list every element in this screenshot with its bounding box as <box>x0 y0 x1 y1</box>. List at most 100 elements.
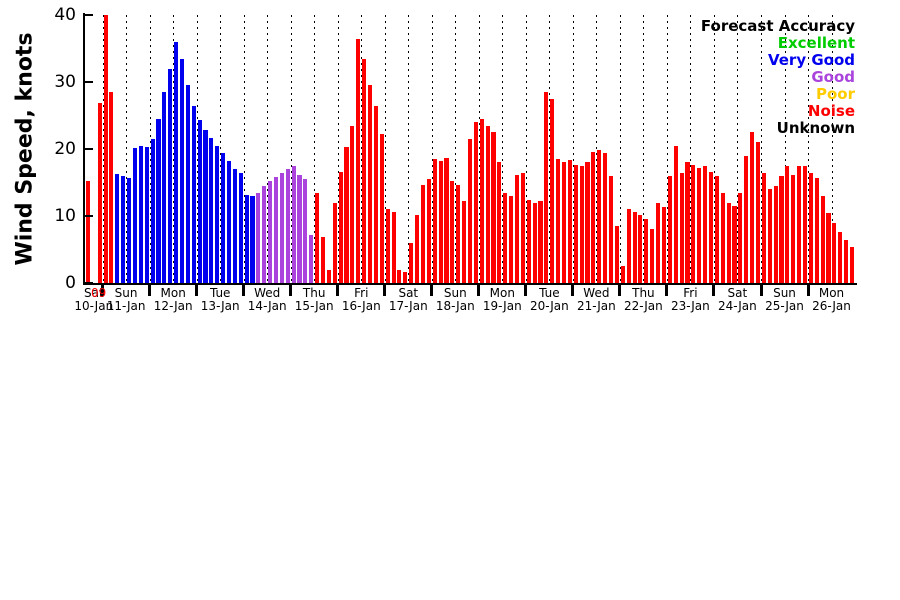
bar <box>297 174 302 283</box>
bar <box>268 181 273 283</box>
x-tick-date: 16-Jan <box>341 299 381 313</box>
bar <box>174 41 179 283</box>
bar <box>561 162 567 283</box>
legend-title: Forecast Accuracy <box>700 17 855 35</box>
day-boundary-tick <box>618 284 622 296</box>
x-tick-weekday: Sun <box>773 286 796 300</box>
legend-unknown: Unknown <box>776 119 855 137</box>
bar <box>826 212 831 283</box>
x-tick-weekday: Sat <box>83 286 104 300</box>
x-tick-date: 19-Jan <box>482 299 522 313</box>
bar <box>127 177 132 283</box>
bar <box>838 232 843 283</box>
x-tick-date: 24-Jan <box>718 299 757 313</box>
bar <box>356 38 361 283</box>
bar <box>444 158 449 283</box>
bar <box>138 145 143 283</box>
x-tick-weekday: Mon <box>818 286 845 300</box>
bar <box>497 162 502 283</box>
bar <box>250 195 255 283</box>
bar <box>720 192 725 283</box>
grid-line <box>243 15 245 283</box>
bar <box>579 165 584 283</box>
grid-line <box>572 15 574 283</box>
bar <box>156 118 161 283</box>
bar <box>179 58 185 283</box>
bar <box>673 145 678 283</box>
grid-line <box>643 15 645 283</box>
day-boundary-tick <box>242 284 246 296</box>
x-tick-date: 14-Jan <box>247 299 287 313</box>
bar <box>620 266 625 283</box>
grid-line <box>690 15 692 283</box>
grid-line <box>431 15 433 283</box>
bar <box>485 126 490 283</box>
bar <box>379 133 384 283</box>
bar <box>238 173 243 283</box>
bar <box>456 185 461 283</box>
x-tick-weekday: Wed <box>583 286 610 300</box>
bar <box>573 165 578 283</box>
bar <box>626 209 631 283</box>
bar <box>556 159 561 283</box>
x-tick-date: 12-Jan <box>153 299 193 313</box>
bar <box>650 229 655 283</box>
bar <box>491 132 496 283</box>
bar <box>849 246 855 283</box>
bar <box>632 212 637 283</box>
bar <box>473 122 478 283</box>
bar <box>708 171 714 283</box>
day-boundary-tick <box>383 284 387 296</box>
grid-line <box>314 15 316 283</box>
x-tick-date: 25-Jan <box>765 299 804 313</box>
bar <box>256 193 261 283</box>
bar <box>767 189 772 283</box>
grid-line <box>784 15 786 283</box>
bar <box>309 234 314 283</box>
day-boundary-tick <box>759 284 763 296</box>
bar <box>750 132 755 283</box>
bar <box>432 159 437 283</box>
bar <box>420 185 426 283</box>
bar <box>591 152 596 283</box>
day-boundary-tick <box>665 284 669 296</box>
day-boundary-tick <box>571 284 575 296</box>
day-boundary-tick <box>101 284 105 296</box>
bar <box>791 174 796 283</box>
x-tick-weekday: Sun <box>114 286 138 300</box>
grid-line <box>220 15 222 283</box>
grid-line <box>549 15 551 283</box>
bar <box>215 145 220 283</box>
x-tick-date: 21-Jan <box>577 299 616 313</box>
bar <box>514 174 520 283</box>
bar <box>538 201 543 283</box>
bar <box>315 192 320 283</box>
bar <box>409 242 414 283</box>
bar <box>162 92 167 283</box>
x-tick-weekday: Fri <box>683 286 698 300</box>
bar <box>679 172 684 283</box>
bar <box>685 162 690 283</box>
y-tick-label: 20 <box>54 139 76 159</box>
bar <box>303 178 308 283</box>
bar <box>585 162 590 283</box>
legend: Forecast Accuracy Excellent Very Good Good… <box>701 18 855 137</box>
bar <box>262 185 267 283</box>
bar <box>121 175 126 283</box>
legend-good: Good <box>811 68 855 86</box>
grid-line <box>102 15 104 283</box>
bar <box>350 125 355 283</box>
bar <box>320 237 326 283</box>
x-tick-date: 18-Jan <box>435 299 475 313</box>
x-tick-weekday: Fri <box>354 286 369 300</box>
bar <box>403 272 408 283</box>
bar <box>326 269 331 283</box>
grid-line <box>290 15 292 283</box>
bar <box>191 105 196 283</box>
grid-line <box>149 15 151 283</box>
bar <box>503 193 508 283</box>
bar <box>291 166 296 283</box>
bar <box>691 165 696 283</box>
bar <box>567 159 572 283</box>
